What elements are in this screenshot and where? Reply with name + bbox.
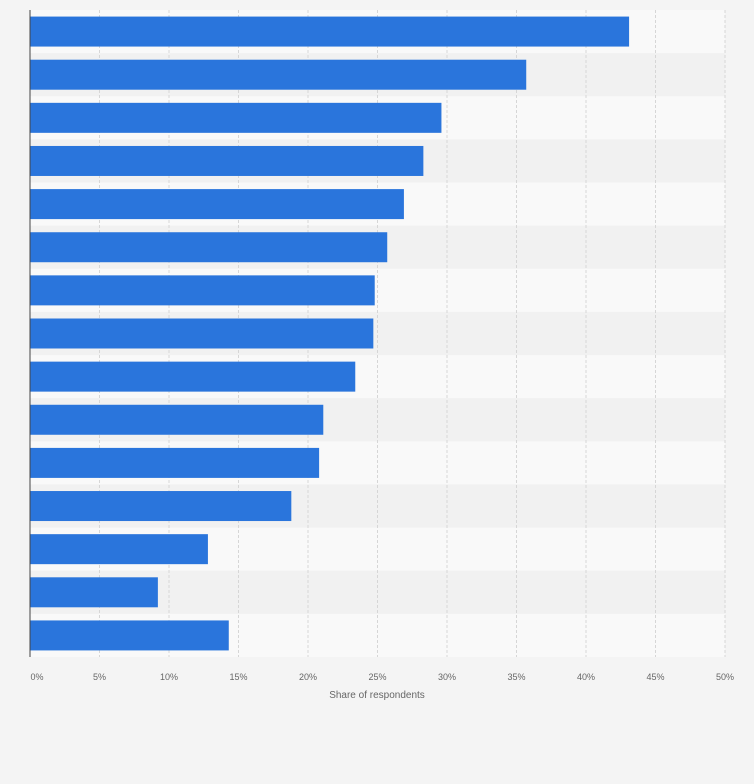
bar[interactable] xyxy=(30,189,404,220)
bars xyxy=(30,16,630,651)
x-tick-label: 20% xyxy=(299,672,317,682)
bar[interactable] xyxy=(30,145,424,176)
bar[interactable] xyxy=(30,577,158,608)
x-tick-labels: 0% 5% 10% 15% 20% 25% 30% 35% 40% 45% 50% xyxy=(30,672,734,682)
x-tick-label: 40% xyxy=(577,672,595,682)
x-tick-label: 10% xyxy=(160,672,178,682)
bar[interactable] xyxy=(30,491,292,522)
bar[interactable] xyxy=(30,534,208,565)
x-tick-label: 45% xyxy=(646,672,664,682)
bar[interactable] xyxy=(30,318,374,349)
x-axis-title: Share of respondents xyxy=(329,690,425,701)
x-tick-label: 30% xyxy=(438,672,456,682)
x-tick-label: 50% xyxy=(716,672,734,682)
x-tick-label: 25% xyxy=(368,672,386,682)
bar[interactable] xyxy=(30,59,527,90)
bar[interactable] xyxy=(30,232,388,263)
x-tick-label: 0% xyxy=(30,672,43,682)
x-tick-label: 5% xyxy=(93,672,106,682)
bar[interactable] xyxy=(30,620,229,651)
x-tick-label: 15% xyxy=(229,672,247,682)
bar[interactable] xyxy=(30,102,442,133)
bar[interactable] xyxy=(30,361,356,392)
x-tick-label: 35% xyxy=(507,672,525,682)
bar[interactable] xyxy=(30,404,324,435)
bar[interactable] xyxy=(30,447,320,478)
bar[interactable] xyxy=(30,275,375,306)
bar[interactable] xyxy=(30,16,630,47)
